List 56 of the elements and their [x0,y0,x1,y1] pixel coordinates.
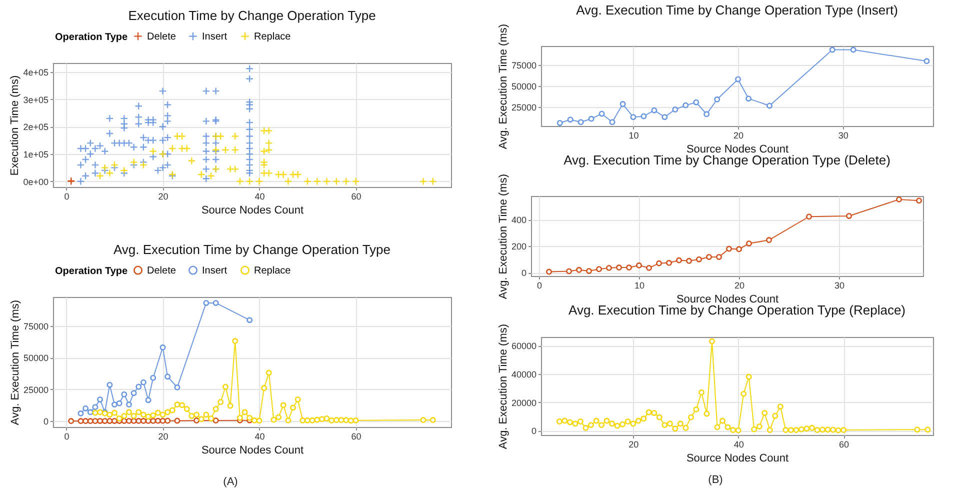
x-tick-label: 0 [64,432,70,442]
y-tick-label: 20000 [511,398,536,408]
legend-label: Delete [147,31,176,42]
x-tick-label: 20 [734,280,745,290]
x-tick-label: 20 [158,432,168,442]
y-tick-label: 25000 [23,384,48,395]
y-tick-label: 25000 [511,102,536,112]
y-tick-label: 2e+05 [23,122,48,132]
y-axis-title: Avg. Execution Time (ms) [497,174,510,300]
y-tick-label: 0 [43,416,48,427]
x-axis-title: Source Nodes Count [201,444,304,456]
y-tick-label: 50000 [23,353,48,364]
y-axis-title: Execution Time (ms) [9,75,22,176]
x-tick-label: 40 [254,192,265,202]
x-tick-label: 40 [734,440,744,450]
legend-label: Delete [147,265,176,276]
legend-label: Replace [254,31,292,42]
y-tick-label: 40000 [511,369,536,380]
y-tick-label: 4e+05 [23,67,48,78]
x-tick-label: 30 [834,280,845,290]
y-tick-label: 1e+05 [23,150,48,160]
x-axis-title: Source Nodes Count [686,452,789,464]
text: (B) [707,474,724,486]
legend-title: Operation Type [55,32,128,43]
chart-title: Avg. Execution Time by Change Operation Type [113,242,391,257]
y-tick-label: 50000 [511,81,536,92]
x-tick-label: 10 [628,130,639,140]
x-tick-label: 60 [839,440,850,450]
y-tick-label: 200 [511,242,526,252]
legend-label: Replace [254,265,292,276]
x-tick-label: 60 [351,192,362,202]
y-tick-label: 75000 [511,60,536,70]
y-tick-label: 0e+00 [23,176,48,187]
y-tick-label: 0 [521,268,526,278]
x-tick-label: 20 [734,130,744,140]
y-tick-label: 75000 [23,321,48,332]
x-tick-label: 60 [351,432,362,442]
x-tick-label: 30 [838,130,848,140]
y-tick-label: 3e+05 [23,94,48,105]
x-tick-label: 40 [254,432,265,442]
y-axis-title: Avg. Execution Time (ms) [9,300,22,426]
chart-title: Execution Time by Change Operation Type [128,8,376,23]
x-tick-label: 20 [158,192,168,202]
legend-title: Operation Type [55,266,128,277]
legend-label: Insert [202,265,228,276]
x-axis-title: Source Nodes Count [201,204,304,216]
text: (A) [222,476,239,488]
chart-title: Avg. Execution Time by Change Operation Type (Insert) [576,2,898,18]
y-tick-label: 60000 [511,341,536,352]
y-axis-title: Avg. Execution Time (ms) [497,24,510,150]
x-tick-label: 10 [634,280,645,290]
x-tick-label: 0 [64,192,70,202]
x-tick-label: 20 [628,440,639,450]
y-tick-label: 400 [511,215,526,226]
y-axis-title: Avg. Execution Time (ms) [497,324,510,450]
legend-label: Insert [202,31,228,42]
